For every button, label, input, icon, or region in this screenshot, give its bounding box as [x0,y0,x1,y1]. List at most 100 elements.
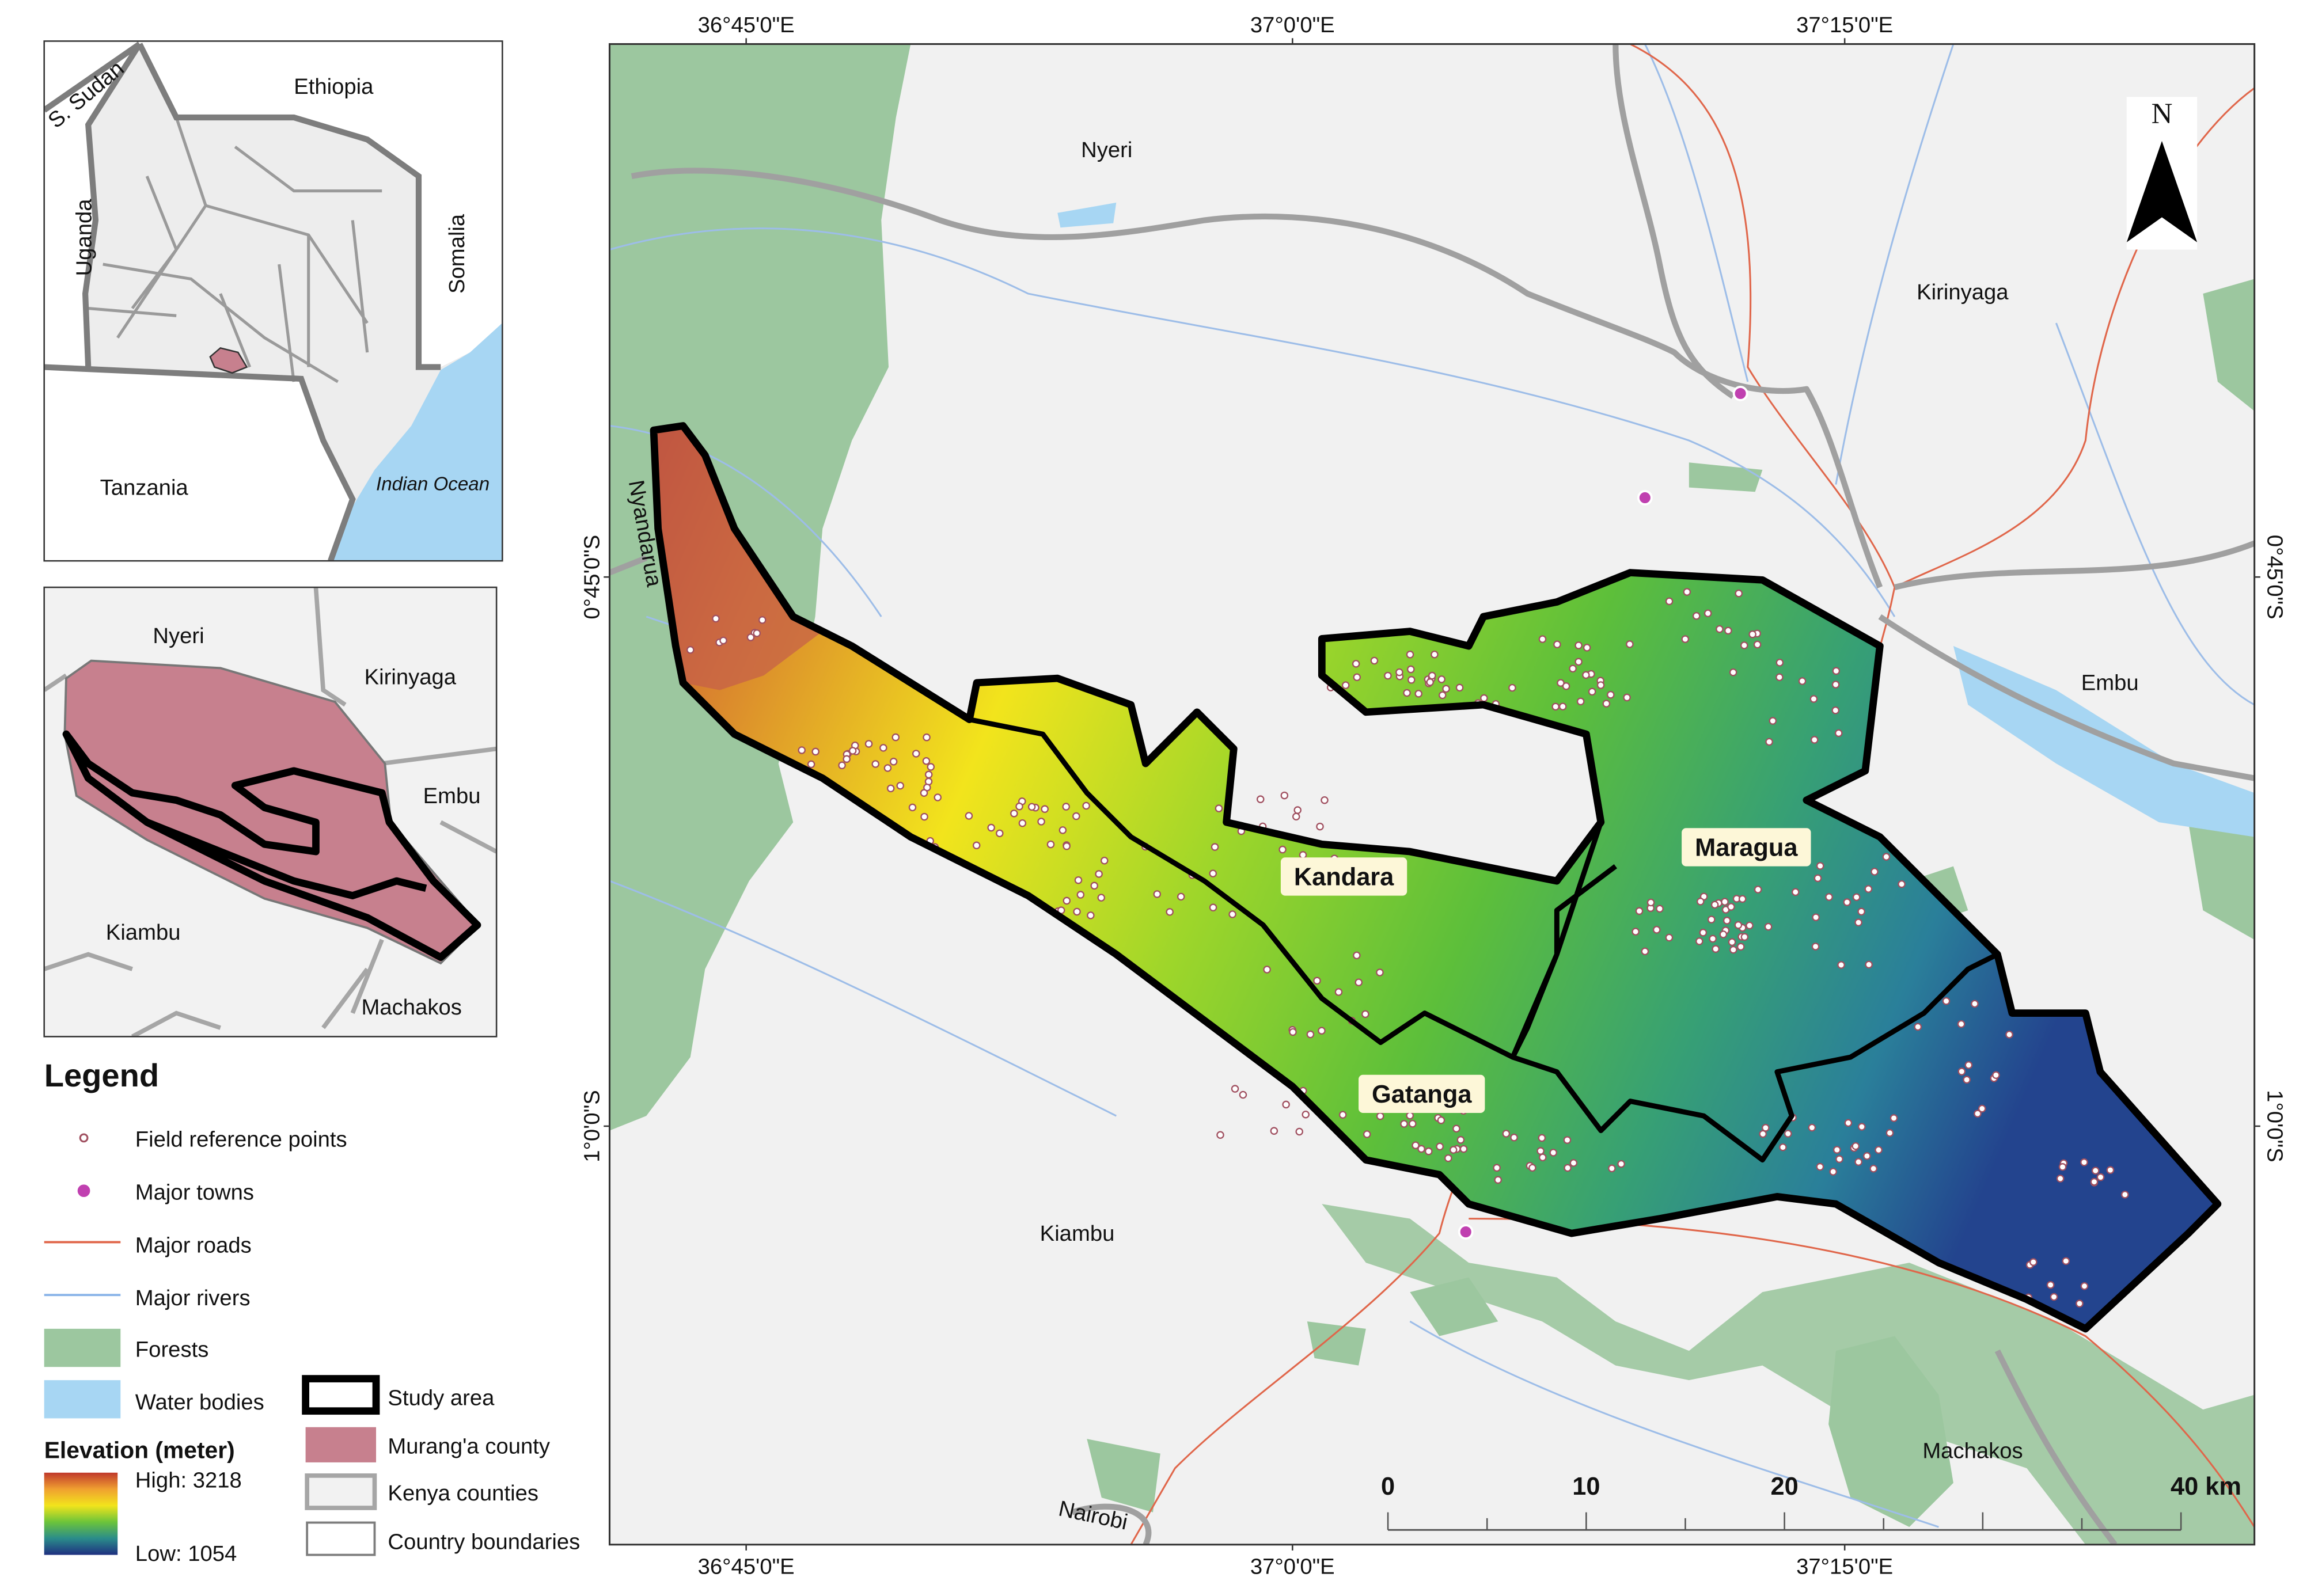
field-point [1692,611,1701,620]
field-point [1831,681,1840,689]
field-point [1414,690,1422,698]
field-point [889,758,898,766]
field-point [1041,805,1049,813]
field-point [811,747,819,756]
field-point [1316,822,1324,831]
field-point [1791,888,1800,896]
field-point [1557,679,1565,687]
field-point [1334,988,1343,996]
field-point [1914,1023,1922,1031]
field-point [1724,626,1732,635]
field-point [1978,1104,1986,1113]
field-point [1737,943,1745,951]
legend-symbol [302,1375,380,1415]
field-point [1885,1128,1894,1137]
subcounty-label: Gatanga [1372,1081,1472,1108]
town [1458,1224,1474,1240]
field-point [912,750,920,758]
legend-label: Field reference points [135,1127,347,1152]
field-point [1569,1159,1578,1167]
kenya-inset: S. Sudan Ethiopia Uganda Somalia Tanzani… [44,41,503,561]
field-point [1843,898,1851,906]
field-point [1735,589,1743,598]
field-point [1538,1134,1546,1142]
field-point [712,614,720,623]
legend-label: Study area [388,1385,495,1410]
field-point [1779,1143,1787,1152]
field-point [1719,930,1728,938]
field-point [1376,968,1384,976]
place-label: Uganda [71,199,96,276]
field-point [1875,1146,1883,1154]
field-point [1974,1109,1982,1118]
latitude-label: 1°0'0"S [580,1090,605,1162]
field-point [1851,1142,1860,1150]
county-boundaries [609,44,2255,1545]
field-point [1683,588,1691,596]
county-line [609,44,2255,1545]
study-area [650,422,2222,1333]
field-point [1494,1176,1502,1184]
field-point [1834,729,1843,738]
field-point [1437,675,1445,683]
inset-frame [43,586,498,1038]
field-point [1765,738,1773,746]
field-point [1027,803,1036,811]
field-point [1280,791,1289,800]
field-point [891,733,900,742]
field-point [1436,1142,1444,1151]
field-point [1740,641,1748,649]
field-point [1409,1119,1417,1128]
field-point [1376,1112,1384,1120]
field-point [1942,997,1951,1005]
field-point [1665,597,1674,606]
field-point [1602,700,1611,708]
legend-label: Major roads [135,1233,252,1257]
field-point [1835,1155,1843,1163]
field-point [1729,668,1737,677]
longitude-label: 37°0'0"E [1250,13,1335,37]
field-point [1754,886,1762,894]
field-point [1076,891,1085,899]
field-point [1721,898,1729,906]
subcounty-label: Maragua [1695,834,1798,862]
field-point [2080,1158,2088,1166]
legend-label: Country boundaries [388,1529,580,1554]
field-point [1574,641,1583,649]
legend-symbol [44,1380,121,1419]
field-point [1400,1120,1408,1128]
elevation-surface [654,425,2218,1329]
field-point [1607,690,1615,699]
legend-label: Forests [135,1337,209,1362]
field-point [1087,911,1095,919]
field-point [848,747,857,755]
field-point [1263,966,1271,974]
elevation-ramp [44,1472,118,1555]
field-point [2056,1175,2065,1183]
field-point [924,770,933,779]
place-label: Somalia [445,214,469,294]
place-label: Embu [2081,671,2139,696]
forest [1322,1204,2255,1545]
legend-symbol [44,1328,121,1367]
county-inset: Nyeri Kirinyaga Embu Kiambu Machakos [44,587,497,1037]
muranga-location [209,347,248,374]
field-point [2080,1282,2089,1290]
field-point [1493,1164,1501,1172]
legend-symbol [305,1473,377,1510]
field-point [1090,881,1098,890]
field-point [1681,635,1690,643]
field-point [807,760,815,769]
field-point [1712,945,1720,953]
field-point [1153,890,1162,898]
field-point [758,616,767,624]
field-point [987,823,995,832]
place-label: Kiambu [106,920,181,945]
field-point [1407,676,1416,684]
field-point [1072,812,1080,820]
field-point [2091,1166,2100,1175]
field-point [1635,907,1644,915]
place-label: Kiambu [1040,1221,1115,1246]
legend-label: Murang'a county [388,1434,550,1459]
field-point [1558,702,1567,710]
